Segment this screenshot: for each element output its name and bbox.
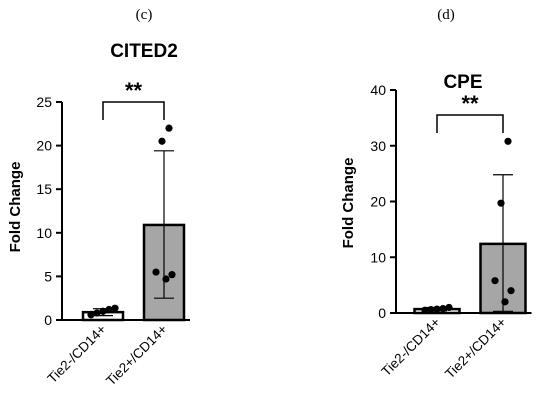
data-point [105,305,113,314]
x-tick-label: Tie2-/CD14+ [44,321,109,386]
y-tick-label: 10 [36,225,52,241]
data-point [491,277,499,285]
significance-label: ** [461,91,479,116]
data-point [158,137,166,145]
significance-label: ** [125,78,143,103]
data-point [93,309,101,317]
y-axis-title: Fold Change [7,162,24,253]
y-tick-label: 40 [370,82,386,98]
y-tick-label: 0 [44,312,52,328]
panel-label: (d) [437,7,455,23]
data-point [501,298,509,306]
data-point [99,307,107,315]
y-tick-label: 20 [370,194,386,210]
data-point [439,304,447,313]
data-point [427,306,435,314]
y-tick-label: 15 [36,181,52,197]
y-tick-label: 30 [370,138,386,154]
x-tick-label: Tie2-/CD14+ [378,314,443,379]
significance-bracket [102,101,165,120]
data-point [165,124,173,132]
chart-panel-cited2: (c) CITED2 Fold Change 0 5 10 15 20 25 Tie2-/C… [7,7,190,389]
chart-title: CPE [443,72,482,93]
y-tick-label: 25 [36,94,52,110]
data-point [445,303,453,312]
data-point [162,275,170,283]
data-point [152,268,160,276]
data-point [504,137,512,145]
data-point [497,199,505,207]
y-tick-label: 0 [378,305,386,321]
data-point [433,305,441,313]
data-point [111,304,119,312]
y-tick-label: 5 [44,268,52,284]
significance-bracket [436,114,504,133]
data-point [168,271,176,279]
y-tick-label: 10 [370,249,386,265]
x-tick-label: Tie2+/CD14+ [103,321,170,388]
chart-panel-cpe: (d) CPE Fold Change 0 10 20 30 40 Tie2-/CD14+… [340,7,532,382]
chart-title: CITED2 [110,41,178,62]
data-point [507,287,515,295]
y-axis-title: Fold Change [340,158,357,249]
y-tick-label: 20 [36,138,52,154]
data-point [87,311,95,319]
panel-label: (c) [136,7,153,23]
x-tick-label: Tie2+/CD14+ [442,314,509,381]
